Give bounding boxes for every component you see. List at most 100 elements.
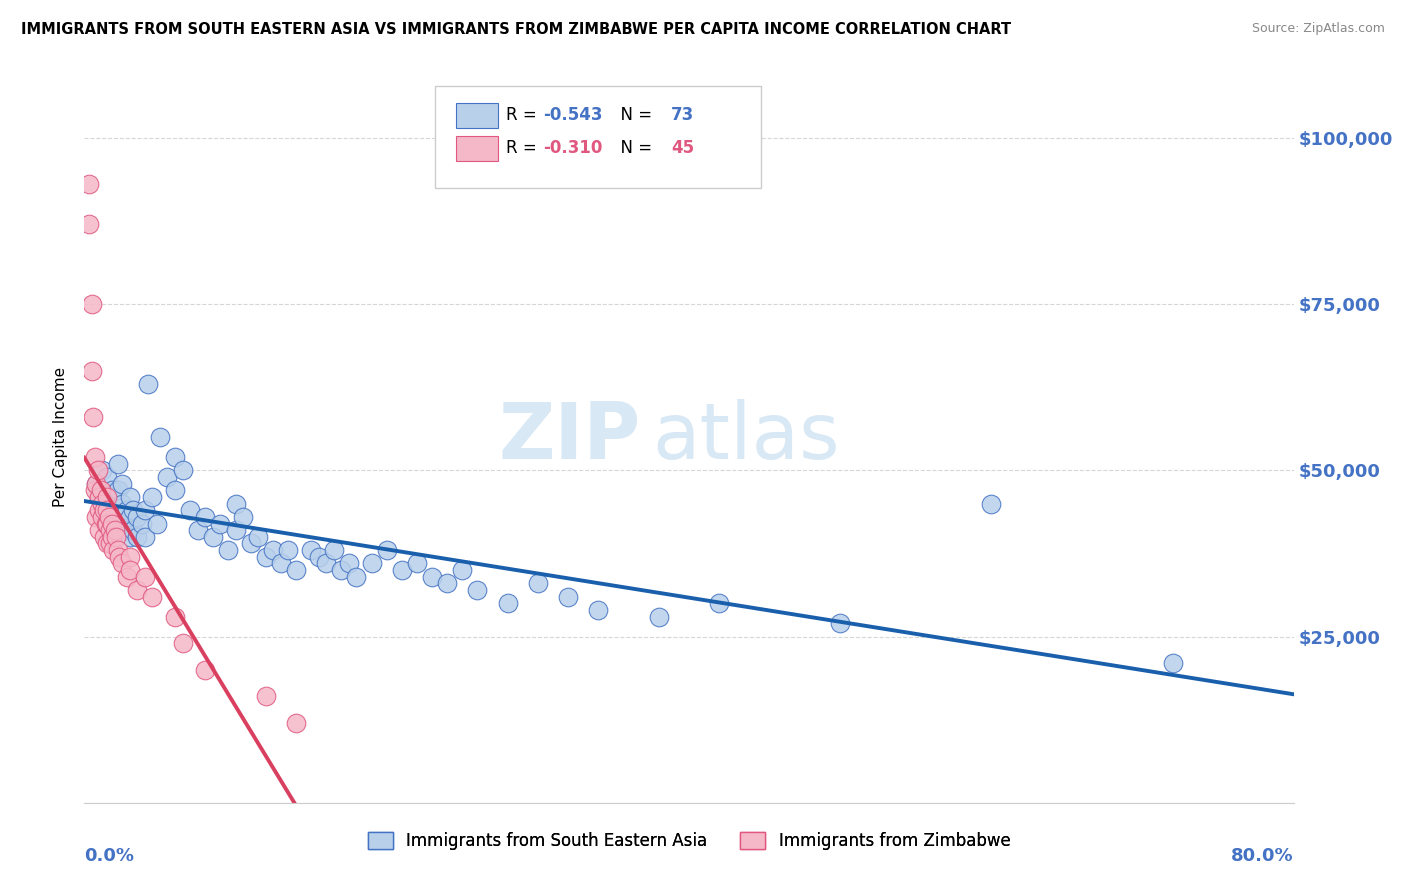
Point [187, 523, 209, 537]
Text: IMMIGRANTS FROM SOUTH EASTERN ASIA VS IMMIGRANTS FROM ZIMBABWE PER CAPITA INCOME: IMMIGRANTS FROM SOUTH EASTERN ASIA VS IM… [21, 22, 1011, 37]
Point [107, 483, 129, 498]
Point [262, 543, 284, 558]
Point [172, 636, 194, 650]
Point [225, 497, 247, 511]
Point [467, 582, 489, 597]
Legend: Immigrants from South Eastern Asia, Immigrants from Zimbabwe: Immigrants from South Eastern Asia, Immi… [361, 825, 1017, 856]
Point [86, 476, 108, 491]
Point [232, 509, 254, 524]
Point [201, 530, 224, 544]
Point [107, 457, 129, 471]
Point [131, 516, 153, 531]
Point [420, 570, 443, 584]
Point [89, 490, 111, 504]
Point [277, 543, 299, 558]
Point [315, 557, 337, 571]
Text: R =: R = [506, 106, 543, 124]
Point [165, 483, 187, 498]
Text: N =: N = [610, 139, 658, 157]
Point [134, 530, 156, 544]
Point [91, 509, 114, 524]
Point [96, 516, 118, 531]
Point [830, 616, 852, 631]
Text: 45: 45 [671, 139, 695, 157]
Text: N =: N = [610, 106, 658, 124]
Point [107, 543, 129, 558]
Point [101, 543, 124, 558]
FancyBboxPatch shape [456, 103, 498, 128]
Point [496, 596, 519, 610]
Point [96, 536, 118, 550]
Point [91, 497, 114, 511]
Point [141, 590, 163, 604]
Point [121, 523, 143, 537]
Point [134, 503, 156, 517]
Point [451, 563, 474, 577]
Point [217, 543, 239, 558]
Point [308, 549, 330, 564]
Point [89, 490, 111, 504]
Point [121, 503, 143, 517]
Point [194, 509, 217, 524]
Point [115, 570, 138, 584]
Point [149, 430, 172, 444]
Point [118, 549, 141, 564]
Point [980, 497, 1002, 511]
Point [118, 563, 141, 577]
Point [239, 536, 262, 550]
Point [136, 376, 159, 391]
Point [93, 503, 115, 517]
Point [172, 463, 194, 477]
Text: Source: ZipAtlas.com: Source: ZipAtlas.com [1251, 22, 1385, 36]
Point [165, 609, 187, 624]
Point [100, 530, 122, 544]
Point [91, 463, 114, 477]
Text: 80.0%: 80.0% [1230, 847, 1294, 864]
Text: atlas: atlas [652, 399, 841, 475]
Point [89, 503, 111, 517]
Text: 0.0%: 0.0% [84, 847, 135, 864]
Point [588, 603, 610, 617]
Point [100, 516, 122, 531]
Point [115, 503, 138, 517]
Point [557, 590, 579, 604]
Point [80, 297, 103, 311]
Point [94, 516, 117, 531]
Point [527, 576, 550, 591]
Point [285, 716, 308, 731]
Point [111, 557, 134, 571]
Point [360, 557, 382, 571]
Point [391, 563, 413, 577]
Point [165, 450, 187, 464]
Point [111, 516, 134, 531]
Point [115, 523, 138, 537]
Point [134, 570, 156, 584]
Point [118, 490, 141, 504]
Point [100, 483, 122, 498]
Point [156, 470, 179, 484]
Point [322, 543, 344, 558]
Point [406, 557, 429, 571]
Text: -0.543: -0.543 [543, 106, 602, 124]
Point [337, 557, 360, 571]
Point [225, 523, 247, 537]
Point [93, 530, 115, 544]
Point [709, 596, 731, 610]
Point [1161, 656, 1184, 670]
Point [179, 503, 201, 517]
FancyBboxPatch shape [434, 86, 762, 188]
Point [209, 516, 232, 531]
Point [96, 470, 118, 484]
Text: ZIP: ZIP [498, 399, 641, 475]
Point [375, 543, 398, 558]
Point [111, 497, 134, 511]
Point [118, 530, 141, 544]
Point [82, 410, 104, 425]
Point [127, 509, 149, 524]
Point [285, 563, 308, 577]
Point [96, 503, 118, 517]
Point [104, 490, 127, 504]
Point [96, 490, 118, 504]
Point [104, 509, 127, 524]
Point [270, 557, 292, 571]
